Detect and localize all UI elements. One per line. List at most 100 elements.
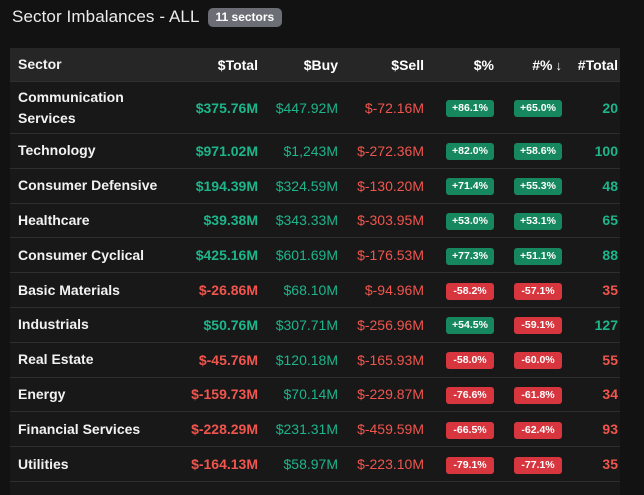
pct-cell: -66.5% — [424, 420, 494, 439]
table-row[interactable]: Healthcare $39.38M $343.33M $-303.95M +53.0%… — [10, 204, 620, 239]
table-header: Sector $Total $Buy $Sell $% #% ↓ #Total — [10, 48, 620, 82]
column-header-count-total[interactable]: #Total — [577, 56, 618, 73]
count-total-value: 93 — [602, 421, 618, 438]
count-total-value: 65 — [602, 212, 618, 229]
count-total-value: 88 — [602, 247, 618, 264]
sector-table: Sector $Total $Buy $Sell $% #% ↓ #Total C… — [10, 48, 620, 495]
sell-value: $-94.96M — [364, 282, 424, 299]
buy-value: $447.92M — [275, 99, 338, 116]
sector-name: Healthcare — [18, 211, 90, 228]
sell-value: $-223.10M — [357, 456, 424, 473]
sector-name: Financial Services — [18, 420, 141, 437]
count-pct-cell: -59.1% — [494, 315, 562, 335]
buy-value: $343.33M — [275, 212, 338, 229]
count-pct-badge: -77.1% — [514, 456, 562, 474]
pct-cell: +53.0% — [424, 211, 494, 230]
page-title: Sector Imbalances - ALL — [12, 7, 200, 26]
table-row[interactable]: Energy $-159.73M $70.14M $-229.87M -76.6% -61… — [10, 378, 620, 413]
buy-value: $70.14M — [283, 386, 338, 403]
column-header-buy[interactable]: $Buy — [303, 56, 338, 73]
total-value: $-164.13M — [191, 456, 258, 473]
pct-badge: +53.0% — [446, 212, 494, 230]
total-value: $-45.76M — [198, 351, 258, 368]
buy-value: $324.59M — [275, 177, 338, 194]
count-pct-badge: -62.4% — [514, 421, 562, 439]
count-total-value: 20 — [602, 99, 618, 116]
column-header-count-pct[interactable]: #% ↓ — [494, 57, 562, 73]
column-header-total[interactable]: $Total — [217, 56, 258, 73]
pct-cell: -76.6% — [424, 385, 494, 404]
count-pct-badge: +58.6% — [514, 143, 562, 161]
pct-badge: +77.3% — [446, 247, 494, 265]
sector-name: Basic Materials — [18, 281, 120, 298]
count-pct-badge: -57.1% — [514, 282, 562, 300]
column-header-pct[interactable]: $% — [473, 56, 494, 73]
column-header-sector[interactable]: Sector — [18, 56, 62, 72]
buy-value: $120.18M — [275, 351, 338, 368]
pct-cell: +82.0% — [424, 141, 494, 161]
buy-value: $1,243M — [283, 142, 338, 159]
pct-cell: -79.1% — [424, 455, 494, 474]
sell-value: $-165.93M — [357, 351, 424, 368]
total-value: $-159.73M — [191, 386, 258, 403]
sector-name: Utilities — [18, 455, 69, 472]
sector-name: Communication Services — [18, 88, 124, 126]
count-total-value: 35 — [602, 282, 618, 299]
table-row[interactable]: Communication Services $375.76M $447.92M $-… — [10, 82, 620, 134]
count-pct-cell: -57.1% — [494, 281, 562, 300]
sector-name: Consumer Cyclical — [18, 246, 145, 263]
pct-cell: +86.1% — [424, 98, 494, 117]
sector-count-badge: 11 sectors — [207, 7, 283, 27]
count-pct-cell: +58.6% — [494, 141, 562, 161]
sell-value: $-130.20M — [357, 177, 424, 194]
sell-value: $-72.16M — [364, 99, 424, 116]
total-value: $-228.29M — [191, 421, 258, 438]
pct-cell: -58.2% — [424, 281, 494, 300]
pct-badge: +86.1% — [446, 100, 494, 117]
count-pct-cell: +65.0% — [494, 98, 562, 117]
count-pct-badge: -60.0% — [514, 352, 562, 370]
count-pct-badge: +53.1% — [514, 212, 562, 230]
column-header-count-pct-label: #% — [532, 56, 553, 73]
pct-badge: -66.5% — [446, 421, 494, 439]
pct-badge: -76.6% — [446, 386, 494, 404]
total-value: $-26.86M — [198, 282, 258, 299]
total-value: $425.16M — [195, 247, 258, 264]
sector-name: Real Estate — [18, 351, 94, 368]
pct-cell: +54.5% — [424, 315, 494, 335]
count-pct-badge: +51.1% — [514, 247, 562, 265]
table-row[interactable]: Basic Materials $-26.86M $68.10M $-94.96M -5… — [10, 273, 620, 308]
table-row[interactable]: Consumer Cyclical $425.16M $601.69M $-176.5… — [10, 238, 620, 274]
pct-badge: -79.1% — [446, 456, 494, 474]
count-pct-cell: -77.1% — [494, 455, 562, 474]
buy-value: $307.71M — [275, 316, 338, 333]
count-pct-badge: -61.8% — [514, 386, 562, 404]
table-row[interactable]: Industrials $50.76M $307.71M $-256.96M +54.5… — [10, 308, 620, 343]
count-pct-cell: -61.8% — [494, 385, 562, 404]
table-row[interactable]: Financial Services $-228.29M $231.31M $-459… — [10, 412, 620, 448]
count-pct-cell: +55.3% — [494, 176, 562, 196]
pct-cell: +71.4% — [424, 176, 494, 196]
table-row[interactable]: Utilities $-164.13M $58.97M $-223.10M -79.1%… — [10, 447, 620, 482]
total-value: $971.02M — [195, 142, 258, 159]
count-pct-badge: -59.1% — [514, 317, 562, 335]
count-pct-cell: +51.1% — [494, 246, 562, 265]
total-value: $50.76M — [203, 316, 258, 333]
sector-name: Consumer Defensive — [18, 177, 158, 194]
sell-value: $-176.53M — [357, 247, 424, 264]
total-value: $39.38M — [203, 212, 258, 229]
total-value: $194.39M — [195, 177, 258, 194]
table-row[interactable]: Technology $971.02M $1,243M $-272.36M +82.0%… — [10, 134, 620, 169]
column-header-sell[interactable]: $Sell — [391, 56, 424, 73]
table-row[interactable]: Consumer Defensive $194.39M $324.59M $-130.… — [10, 169, 620, 204]
count-pct-cell: +53.1% — [494, 211, 562, 230]
sell-value: $-256.96M — [357, 316, 424, 333]
count-total-value: 127 — [594, 316, 618, 333]
pct-badge: +54.5% — [446, 317, 494, 335]
count-pct-badge: +55.3% — [514, 178, 562, 196]
pct-cell: -58.0% — [424, 350, 494, 370]
table-row[interactable]: Real Estate $-45.76M $120.18M $-165.93M -58.… — [10, 343, 620, 378]
count-total-value: 48 — [602, 177, 618, 194]
sort-arrow-down-icon: ↓ — [555, 57, 563, 73]
pct-badge: -58.2% — [446, 282, 494, 300]
